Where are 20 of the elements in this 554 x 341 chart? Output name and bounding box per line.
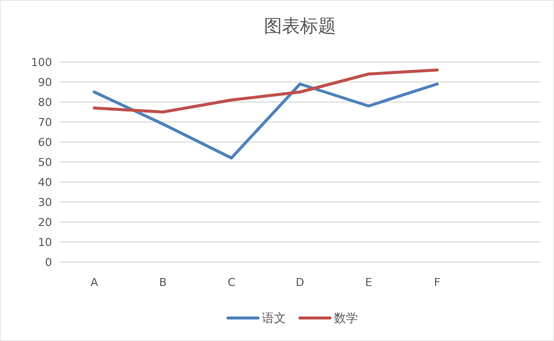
title: 图表标题: [264, 16, 336, 37]
legend-label: 语文: [262, 311, 286, 325]
y-tick-label: 80: [38, 96, 52, 109]
x-tick-label: B: [159, 276, 167, 289]
x-tick-label: A: [90, 276, 99, 289]
legend-label: 数学: [334, 311, 358, 325]
y-tick-label: 70: [38, 116, 52, 129]
y-tick-label: 0: [45, 256, 52, 269]
x-tick-label: D: [296, 276, 304, 289]
x-tick-label: F: [434, 276, 440, 289]
x-tick-label: E: [365, 276, 372, 289]
y-tick-label: 30: [38, 196, 52, 209]
x-tick-label: C: [228, 276, 236, 289]
y-tick-label: 40: [38, 176, 52, 189]
y-tick-label: 50: [38, 156, 52, 169]
y-tick-label: 100: [31, 56, 52, 69]
y-tick-label: 60: [38, 136, 52, 149]
y-tick-label: 20: [38, 216, 52, 229]
y-tick-label: 10: [38, 236, 52, 249]
y-tick-label: 90: [38, 76, 52, 89]
